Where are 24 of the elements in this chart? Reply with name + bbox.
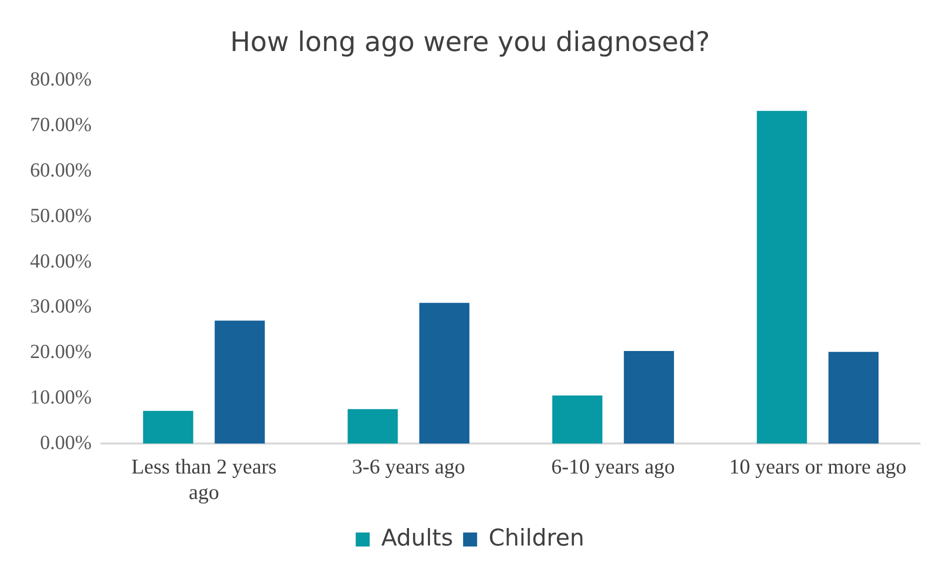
bar — [552, 395, 602, 444]
legend-label: Adults — [381, 525, 454, 552]
y-tick-label: 50.00% — [30, 204, 92, 227]
legend-label: Children — [488, 525, 584, 552]
bar — [143, 410, 194, 444]
x-tick-label: 6-10 years ago — [551, 454, 675, 479]
y-tick-label: 60.00% — [30, 159, 92, 182]
x-tick-label: Less than 2 years ago — [131, 454, 277, 504]
y-tick-label: 20.00% — [30, 341, 92, 364]
bar — [624, 350, 674, 444]
bar — [419, 302, 470, 444]
y-tick-label: 80.00% — [30, 68, 92, 91]
bar — [348, 409, 398, 444]
chart-title: How long ago were you diagnosed? — [230, 27, 710, 58]
y-tick-label: 70.00% — [30, 114, 92, 136]
y-tick-label: 30.00% — [30, 296, 92, 318]
y-tick-label: 0.00% — [40, 432, 92, 454]
y-tick-label: 40.00% — [30, 250, 92, 272]
y-tick-label: 10.00% — [30, 386, 92, 408]
x-tick-label: 10 years or more ago — [729, 454, 906, 479]
bar — [756, 110, 807, 444]
x-tick-label: 3-6 years ago — [352, 454, 466, 479]
bar — [828, 352, 879, 444]
bar — [214, 320, 265, 444]
